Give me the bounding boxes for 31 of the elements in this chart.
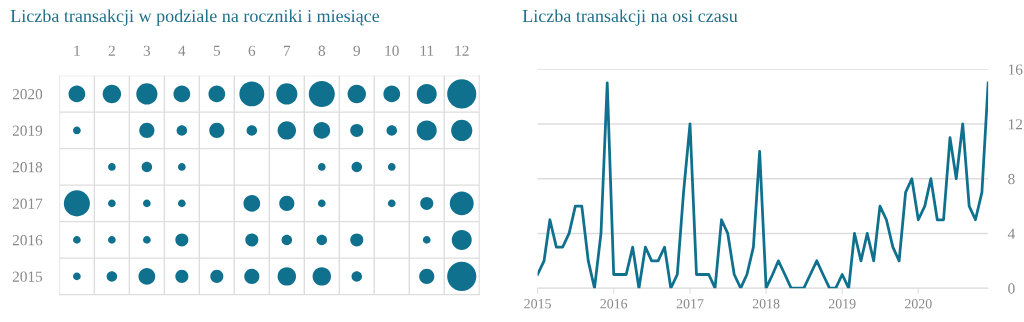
chart-title: Liczba transakcji w podziale na roczniki i miesiące bbox=[10, 9, 380, 26]
y-tick-label: 2019 bbox=[12, 125, 43, 136]
x-tick-label: 7 bbox=[283, 45, 291, 56]
x-tick-label: 11 bbox=[420, 45, 434, 56]
y-tick-label: 8 bbox=[1008, 173, 1015, 185]
y-tick-label: 16 bbox=[1008, 64, 1023, 75]
x-tick-label: 3 bbox=[143, 45, 151, 56]
x-tick-label: 2017 bbox=[676, 299, 704, 309]
x-tick-label: 2018 bbox=[752, 299, 780, 309]
x-tick-label: 9 bbox=[353, 45, 360, 56]
x-tick-label: 1 bbox=[74, 45, 80, 56]
y-tick-label: 0 bbox=[1008, 283, 1015, 294]
x-tick-label: 6 bbox=[248, 45, 256, 56]
x-tick-label: 2020 bbox=[905, 299, 932, 309]
x-tick-label: 8 bbox=[318, 45, 326, 56]
x-tick-label: 5 bbox=[213, 45, 221, 56]
y-tick-label: 2015 bbox=[12, 271, 43, 282]
x-tick-label: 2019 bbox=[828, 299, 856, 309]
chart-title: Liczba transakcji na osi czasu bbox=[522, 9, 738, 26]
y-tick-label: 12 bbox=[1008, 119, 1023, 130]
x-tick-label: 4 bbox=[178, 45, 186, 56]
x-tick-label: 2015 bbox=[524, 299, 551, 309]
y-tick-label: 2016 bbox=[12, 235, 43, 246]
y-tick-label: 2020 bbox=[12, 89, 43, 100]
y-tick-label: 4 bbox=[1007, 228, 1015, 239]
x-tick-label: 12 bbox=[455, 45, 469, 56]
x-tick-label: 2016 bbox=[600, 299, 628, 309]
x-tick-label: 2 bbox=[108, 45, 115, 56]
y-tick-label: 2018 bbox=[12, 162, 43, 173]
x-tick-label: 10 bbox=[385, 45, 399, 56]
y-tick-label: 2017 bbox=[12, 198, 43, 209]
